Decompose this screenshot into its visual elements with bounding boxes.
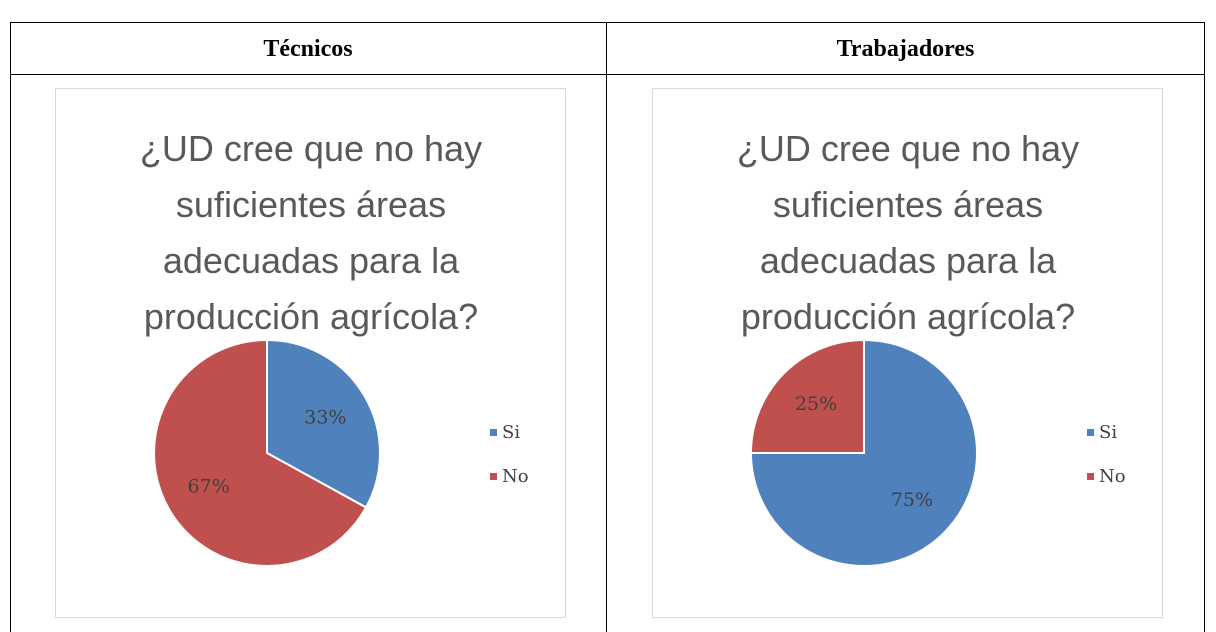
data-label: 25% <box>795 393 837 415</box>
chart: 33% 67% Si No <box>153 338 529 567</box>
chart-title: ¿UD cree que no hay suficientes áreas ad… <box>736 128 1080 337</box>
data-label: 75% <box>891 489 933 511</box>
column-divider <box>606 22 607 632</box>
pie-slice <box>749 338 865 454</box>
legend-marker <box>490 429 497 436</box>
chart: 75% 25% Si No <box>749 338 1126 567</box>
legend-label: No <box>502 466 529 487</box>
data-label: 33% <box>304 406 346 428</box>
legend-label: Si <box>1099 422 1117 443</box>
legend-marker <box>1087 473 1094 480</box>
table-border <box>10 22 1205 632</box>
legend-marker <box>1087 429 1094 436</box>
row-divider <box>10 74 1205 75</box>
chart-box: ¿UD cree que no hay suficientes áreas ad… <box>55 88 566 618</box>
legend-marker <box>490 473 497 480</box>
pie-slice <box>749 338 978 567</box>
column-header: Técnicos <box>263 36 353 62</box>
data-label: 67% <box>188 476 230 498</box>
pie-slice <box>153 338 368 567</box>
pie-slice <box>266 338 381 509</box>
legend-label: Si <box>502 422 520 443</box>
chart-box: ¿UD cree que no hay suficientes áreas ad… <box>652 88 1163 618</box>
column-header: Trabajadores <box>836 36 975 62</box>
legend-label: No <box>1099 466 1126 487</box>
chart-title: ¿UD cree que no hay suficientes áreas ad… <box>139 128 483 337</box>
